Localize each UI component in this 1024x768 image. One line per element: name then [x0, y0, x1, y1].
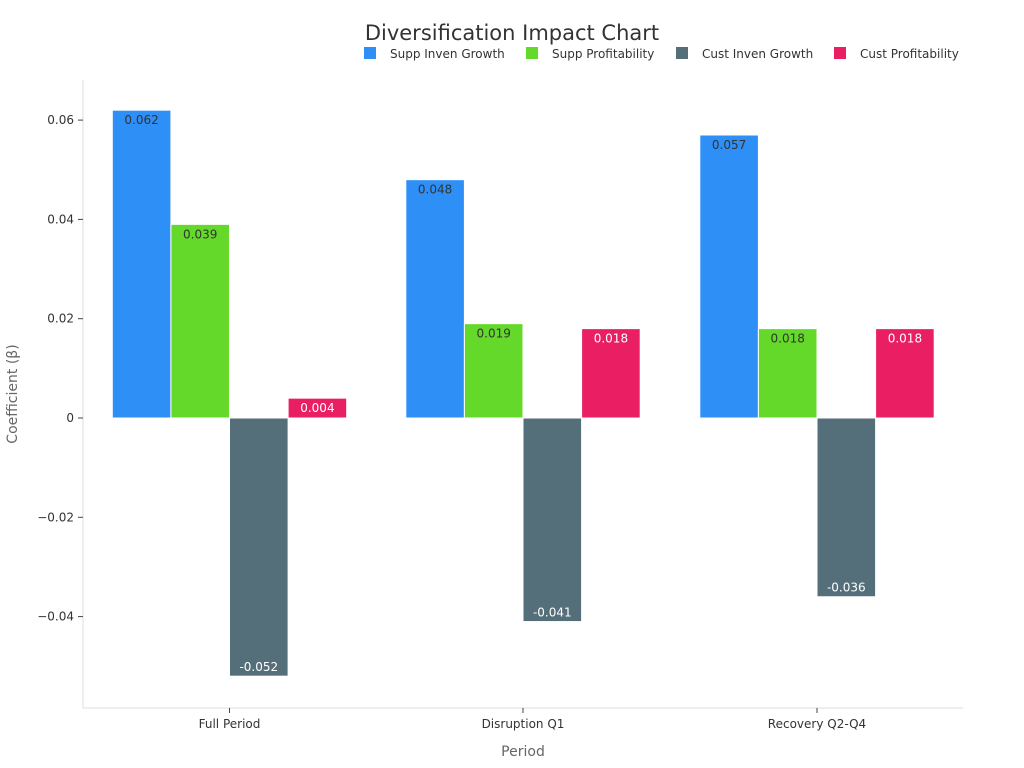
y-tick-label: −0.02	[37, 510, 74, 524]
bars	[111, 109, 935, 677]
plot-area: −0.04 −0.02 0 0.02 0.04 0.06 Full Period Disru…	[37, 80, 963, 731]
legend-label: Cust Inven Growth	[702, 47, 813, 61]
legend-swatch	[676, 47, 688, 59]
bar	[170, 223, 230, 419]
bar	[287, 397, 348, 419]
legend-label: Cust Profitability	[860, 47, 959, 61]
y-tick-label: 0.06	[47, 113, 74, 127]
bar-value-label: 0.019	[477, 327, 511, 341]
bar-value-label: 0.004	[300, 401, 334, 415]
bar-labels: 0.062 0.039 -0.052 0.004 0.048 0.019 -0.041 0.0…	[124, 113, 922, 674]
bar	[581, 328, 641, 419]
bar	[816, 417, 877, 598]
bar-value-label: -0.052	[239, 660, 278, 674]
bar	[463, 323, 524, 419]
legend-label: Supp Inven Growth	[390, 47, 505, 61]
y-tick-label: 0	[66, 411, 74, 425]
y-tick-label: −0.04	[37, 610, 74, 624]
legend-label: Supp Profitability	[552, 47, 654, 61]
x-tick-label: Disruption Q1	[482, 717, 565, 731]
bar-value-label: -0.036	[827, 581, 866, 595]
bar-value-label: 0.018	[888, 332, 922, 346]
bar-value-label: 0.018	[594, 332, 628, 346]
bar	[757, 328, 818, 419]
bar	[405, 179, 465, 419]
legend-swatch	[834, 47, 846, 59]
legend-swatch	[526, 47, 538, 59]
x-axis-label: Period	[501, 744, 545, 760]
bar	[522, 417, 583, 623]
bar-value-label: 0.039	[183, 227, 217, 241]
bar	[699, 134, 759, 419]
bar-value-label: 0.062	[124, 113, 158, 127]
y-ticks: −0.04 −0.02 0 0.02 0.04 0.06	[37, 113, 83, 624]
chart-title: Diversification Impact Chart	[365, 21, 659, 45]
x-tick-label: Recovery Q2-Q4	[768, 717, 866, 731]
y-tick-label: 0.04	[47, 212, 74, 226]
bar-value-label: 0.057	[712, 138, 746, 152]
y-axis-label: Coefficient (β)	[5, 344, 21, 443]
bar	[229, 417, 289, 677]
y-tick-label: 0.02	[47, 312, 74, 326]
bar-value-label: -0.041	[533, 606, 572, 620]
legend-swatch	[364, 47, 376, 59]
legend: Supp Inven Growth Supp Profitability Cust …	[364, 47, 959, 61]
bar-value-label: 0.048	[418, 183, 452, 197]
x-ticks: Full Period Disruption Q1 Recovery Q2-Q4	[199, 708, 866, 731]
bar	[875, 328, 935, 419]
bar	[111, 109, 172, 419]
bar-value-label: 0.018	[771, 332, 805, 346]
x-tick-label: Full Period	[199, 717, 261, 731]
